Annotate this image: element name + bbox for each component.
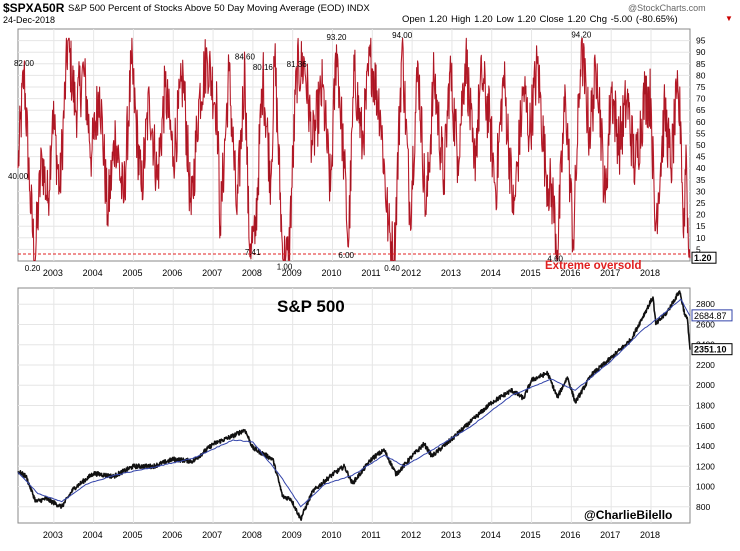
breadth-x-tick: 2003	[43, 268, 63, 278]
oversold-label: Extreme oversold	[545, 260, 642, 272]
price-y-tick: 800	[696, 502, 710, 512]
ohlc-readout: Open 1.20 High 1.20 Low 1.20 Close 1.20 …	[402, 14, 678, 25]
breadth-last-value: 1.20	[694, 253, 712, 263]
breadth-x-tick: 2012	[401, 268, 421, 278]
price-y-tick: 2600	[696, 319, 715, 329]
breadth-annotation: 80.16	[253, 63, 274, 72]
breadth-x-tick: 2007	[202, 268, 222, 278]
breadth-y-tick: 35	[696, 175, 706, 185]
breadth-x-tick: 2006	[162, 268, 182, 278]
breadth-annotation: 7.41	[245, 248, 261, 257]
breadth-annotation: 1.00	[277, 263, 293, 272]
breadth-x-tick: 2014	[481, 268, 501, 278]
price-x-tick: 2014	[481, 530, 501, 540]
breadth-x-tick: 2013	[441, 268, 461, 278]
breadth-y-tick: 85	[696, 59, 706, 69]
breadth-annotation: 81.36	[287, 60, 308, 69]
credit-label: @CharlieBilello	[584, 508, 672, 522]
breadth-y-tick: 60	[696, 117, 706, 127]
price-x-tick: 2018	[640, 530, 660, 540]
price-y-tick: 1600	[696, 421, 715, 431]
ma-value-badge	[691, 309, 733, 322]
breadth-annotation: 6.00	[338, 251, 354, 260]
breadth-y-tick: 15	[696, 221, 706, 231]
price-x-tick: 2007	[202, 530, 222, 540]
price-y-tick: 1000	[696, 482, 715, 492]
breadth-y-tick: 30	[696, 186, 706, 196]
price-x-tick: 2012	[401, 530, 421, 540]
date-label: 24-Dec-2018	[3, 15, 56, 25]
price-x-tick: 2015	[521, 530, 541, 540]
breadth-annotation: 4.60	[547, 254, 563, 263]
price-y-tick: 1800	[696, 401, 715, 411]
breadth-y-tick: 40	[696, 163, 706, 173]
breadth-x-tick: 2004	[83, 268, 103, 278]
price-y-tick: 2000	[696, 380, 715, 390]
breadth-annotation: 94.00	[392, 31, 413, 40]
breadth-y-tick: 55	[696, 128, 706, 138]
breadth-y-tick: 95	[696, 36, 706, 46]
breadth-annotation: 94.20	[571, 30, 592, 39]
breadth-series-shade	[17, 38, 691, 261]
breadth-annotation: 93.20	[326, 33, 347, 42]
price-x-tick: 2010	[322, 530, 342, 540]
price-y-tick: 1400	[696, 441, 715, 451]
sp500-moving-average-line	[17, 298, 691, 508]
price-x-tick: 2017	[600, 530, 620, 540]
price-panel-title: S&P 500	[277, 297, 345, 316]
breadth-x-tick: 2005	[122, 268, 142, 278]
price-x-tick: 2003	[43, 530, 63, 540]
breadth-y-tick: 5	[696, 244, 701, 254]
description-label: S&P 500 Percent of Stocks Above 50 Day M…	[68, 3, 370, 14]
price-x-tick: 2008	[242, 530, 262, 540]
breadth-x-tick: 2010	[322, 268, 342, 278]
breadth-annotation: 0.20	[25, 264, 41, 273]
breadth-annotation: 40.00	[8, 172, 29, 181]
price-x-tick: 2005	[122, 530, 142, 540]
price-value-badge	[691, 343, 733, 356]
price-x-tick: 2013	[441, 530, 461, 540]
breadth-y-tick: 45	[696, 152, 706, 162]
price-x-tick: 2006	[162, 530, 182, 540]
price-x-tick: 2009	[282, 530, 302, 540]
breadth-y-tick: 20	[696, 210, 706, 220]
price-value-label: 2351.10	[694, 345, 727, 355]
breadth-y-tick: 25	[696, 198, 706, 208]
price-x-tick: 2016	[560, 530, 580, 540]
breadth-annotation: 82.00	[14, 59, 35, 68]
breadth-x-tick: 2009	[282, 268, 302, 278]
down-arrow-icon: ▼	[725, 14, 733, 23]
price-y-tick: 2200	[696, 360, 715, 370]
sp500-price-line	[17, 290, 691, 521]
breadth-x-tick: 2016	[560, 268, 580, 278]
breadth-x-tick: 2015	[521, 268, 541, 278]
ma-value-label: 2684.87	[694, 311, 727, 321]
price-y-tick: 1200	[696, 461, 715, 471]
breadth-y-tick: 65	[696, 105, 706, 115]
breadth-last-badge	[691, 251, 717, 264]
price-x-tick: 2011	[361, 530, 380, 540]
breadth-annotation: 0.40	[384, 264, 400, 273]
breadth-x-tick: 2017	[600, 268, 620, 278]
provider-label: @StockCharts.com	[628, 3, 706, 13]
breadth-y-tick: 70	[696, 94, 706, 104]
symbol-label: $SPXA50R	[3, 1, 65, 15]
breadth-x-tick: 2008	[242, 268, 262, 278]
breadth-y-tick: 75	[696, 82, 706, 92]
breadth-annotation: 84.60	[235, 53, 256, 62]
breadth-y-tick: 80	[696, 70, 706, 80]
breadth-x-tick: 2011	[361, 268, 380, 278]
breadth-y-tick: 10	[696, 233, 706, 243]
breadth-y-tick: 90	[696, 47, 706, 57]
price-x-tick: 2004	[83, 530, 103, 540]
price-y-tick: 2800	[696, 299, 715, 309]
breadth-x-tick: 2018	[640, 268, 660, 278]
breadth-y-tick: 50	[696, 140, 706, 150]
